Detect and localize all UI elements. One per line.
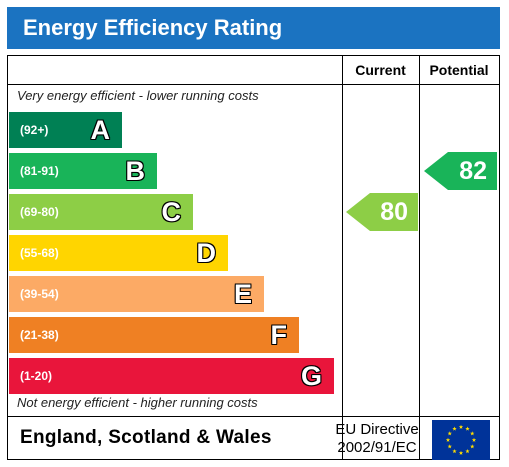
energy-rating-chart: Energy Efficiency Rating Current Potenti… <box>7 7 500 460</box>
eu-star <box>458 424 464 429</box>
current-column-divider <box>342 56 343 459</box>
band-range-label: (92+) <box>20 123 49 137</box>
header-divider <box>8 84 499 85</box>
band-letter: G <box>300 361 322 391</box>
current-column-header: Current <box>355 62 406 78</box>
band-range-label: (21-38) <box>20 328 59 342</box>
current-rating-pointer: 80 <box>346 193 418 231</box>
footer-divider <box>8 416 499 417</box>
eu-star <box>447 444 452 449</box>
rating-band-f: (21-38) F <box>9 317 299 353</box>
eu-star <box>452 426 457 431</box>
eu-star <box>452 448 457 454</box>
eu-directive-label: EU Directive 2002/91/EC <box>326 421 428 457</box>
eu-star <box>458 450 464 455</box>
eu-star <box>470 431 475 436</box>
band-letter: C <box>161 197 182 227</box>
potential-column-divider <box>419 56 420 459</box>
eu-flag-icon <box>432 420 490 460</box>
potential-column-header: Potential <box>429 62 489 78</box>
band-range-label: (39-54) <box>20 287 59 301</box>
band-letter: B <box>125 156 146 186</box>
eu-star <box>470 444 475 449</box>
band-letter: E <box>233 279 252 309</box>
directive-line-1: EU Directive <box>335 421 419 438</box>
chart-box: Current Potential Very energy efficient … <box>7 55 500 460</box>
region-label: England, Scotland & Wales <box>20 427 272 448</box>
current-rating-value: 80 <box>380 198 408 226</box>
band-range-label: (81-91) <box>20 164 59 178</box>
band-letter: D <box>196 238 217 268</box>
eu-star <box>465 426 470 431</box>
band-range-label: (69-80) <box>20 205 59 219</box>
chart-title: Energy Efficiency Rating <box>7 7 500 49</box>
top-note: Very energy efficient - lower running co… <box>17 88 259 103</box>
rating-band-e: (39-54) E <box>9 276 264 312</box>
potential-rating-pointer: 82 <box>424 152 497 190</box>
rating-band-c: (69-80) C <box>9 194 193 230</box>
eu-star <box>465 448 470 454</box>
rating-band-d: (55-68) D <box>9 235 228 271</box>
rating-band-b: (81-91) B <box>9 153 157 189</box>
band-range-label: (1-20) <box>20 369 53 383</box>
bottom-note: Not energy efficient - higher running co… <box>17 395 258 410</box>
rating-band-g: (1-20) G <box>9 358 334 394</box>
band-letter: A <box>90 115 111 145</box>
potential-rating-value: 82 <box>459 157 487 185</box>
eu-star <box>445 437 451 442</box>
rating-band-a: (92+) A <box>9 112 122 148</box>
band-range-label: (55-68) <box>20 246 59 260</box>
directive-line-2: 2002/91/EC <box>337 439 417 456</box>
eu-star <box>471 437 477 442</box>
eu-star <box>447 431 452 436</box>
band-letter: F <box>270 320 288 350</box>
